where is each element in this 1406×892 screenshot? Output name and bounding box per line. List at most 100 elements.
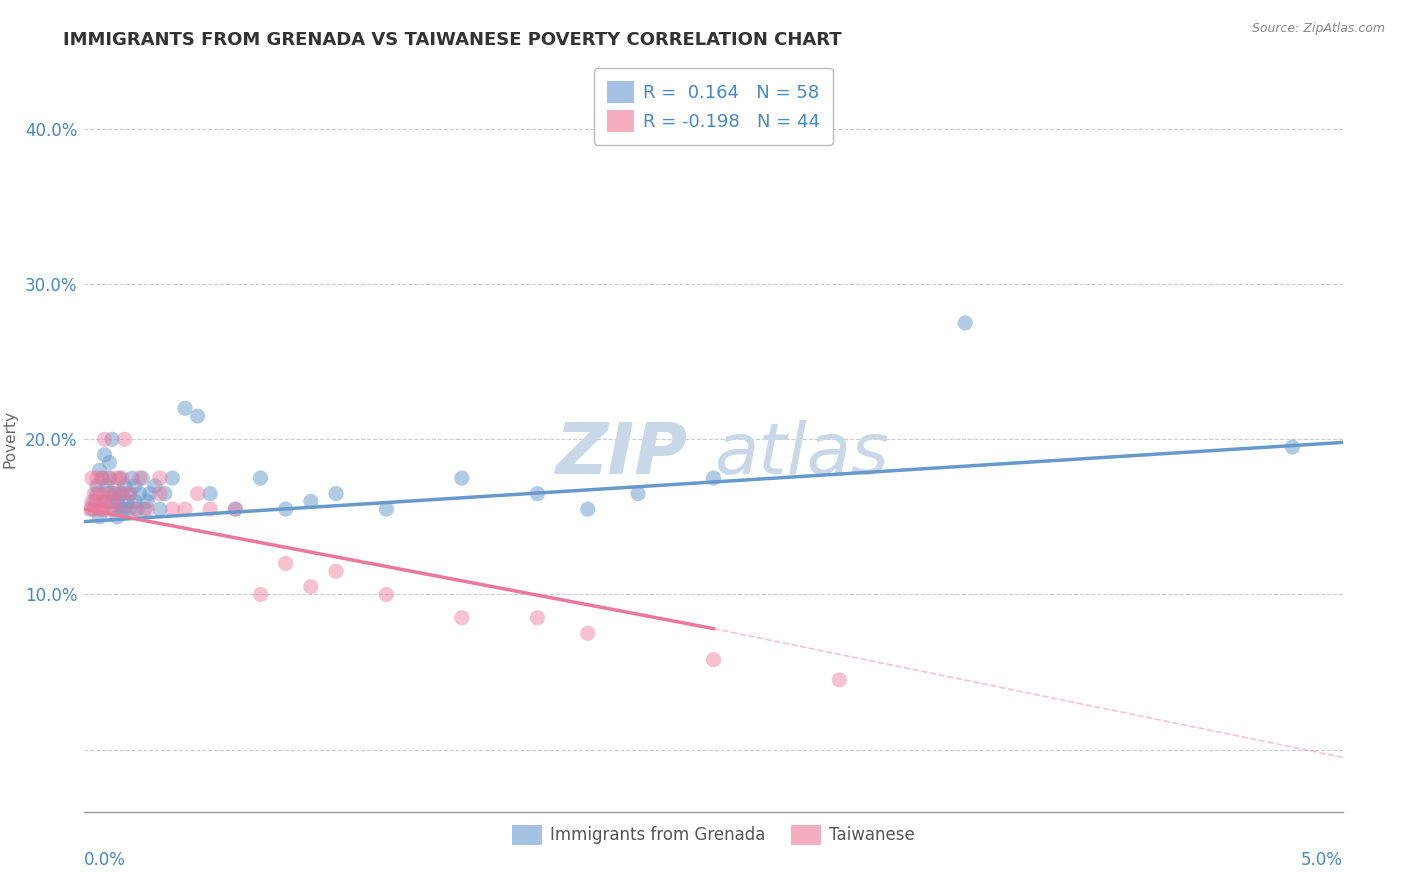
Point [325, 564, 347, 578]
Point [111, 486, 134, 500]
Text: 5.0%: 5.0% [1301, 850, 1343, 869]
Point [108, 471, 131, 485]
Point [249, 471, 271, 485]
Point [105, 509, 128, 524]
Point [131, 471, 153, 485]
Point [134, 502, 156, 516]
Point [83, 486, 105, 500]
Point [118, 502, 141, 516]
Point [1281, 440, 1303, 454]
Point [115, 494, 138, 508]
Point [96, 486, 118, 500]
Point [114, 479, 136, 493]
Point [274, 557, 297, 571]
Point [86, 494, 108, 508]
Point [86, 486, 108, 500]
Point [105, 494, 128, 508]
Point [89, 486, 111, 500]
Point [79, 502, 101, 516]
Point [89, 463, 111, 477]
Point [174, 502, 197, 516]
Point [627, 486, 650, 500]
Point [118, 486, 141, 500]
Point [105, 471, 128, 485]
Point [98, 456, 121, 470]
Point [451, 471, 474, 485]
Point [80, 494, 103, 508]
Point [187, 486, 209, 500]
Point [249, 587, 271, 601]
Point [828, 673, 851, 687]
Point [149, 486, 172, 500]
Point [111, 471, 134, 485]
Point [114, 433, 136, 447]
Text: IMMIGRANTS FROM GRENADA VS TAIWANESE POVERTY CORRELATION CHART: IMMIGRANTS FROM GRENADA VS TAIWANESE POV… [63, 31, 842, 49]
Point [127, 502, 149, 516]
Point [955, 316, 977, 330]
Point [91, 471, 114, 485]
Point [136, 494, 159, 508]
Point [93, 502, 115, 516]
Point [274, 502, 297, 516]
Point [96, 479, 118, 493]
Point [101, 494, 124, 508]
Point [162, 471, 184, 485]
Point [86, 471, 108, 485]
Point [149, 502, 172, 516]
Point [80, 471, 103, 485]
Point [375, 587, 398, 601]
Point [200, 486, 222, 500]
Point [98, 502, 121, 516]
Point [703, 653, 725, 667]
Text: Source: ZipAtlas.com: Source: ZipAtlas.com [1251, 22, 1385, 36]
Text: ZIP: ZIP [557, 420, 689, 489]
Point [128, 471, 150, 485]
Point [149, 471, 172, 485]
Point [139, 486, 162, 500]
Point [103, 502, 125, 516]
Point [91, 494, 114, 508]
Point [111, 502, 134, 516]
Point [187, 409, 209, 423]
Point [98, 486, 121, 500]
Point [80, 502, 103, 516]
Point [136, 502, 159, 516]
Point [101, 494, 124, 508]
Point [118, 486, 141, 500]
Point [375, 502, 398, 516]
Point [526, 486, 548, 500]
Text: 0.0%: 0.0% [84, 850, 127, 869]
Point [83, 494, 105, 508]
Point [93, 494, 115, 508]
Point [162, 502, 184, 516]
Point [89, 509, 111, 524]
Point [93, 448, 115, 462]
Point [91, 502, 114, 516]
Point [703, 471, 725, 485]
Point [451, 611, 474, 625]
Point [121, 471, 143, 485]
Point [103, 486, 125, 500]
Point [576, 502, 599, 516]
Point [299, 580, 322, 594]
Point [153, 486, 176, 500]
Point [91, 471, 114, 485]
Point [526, 611, 548, 625]
Point [174, 401, 197, 416]
Point [124, 494, 146, 508]
Point [98, 471, 121, 485]
Point [103, 486, 125, 500]
Point [111, 486, 134, 500]
Point [93, 433, 115, 447]
Point [124, 502, 146, 516]
Point [83, 502, 105, 516]
Point [143, 479, 166, 493]
Point [98, 471, 121, 485]
Point [299, 494, 322, 508]
Point [89, 502, 111, 516]
Point [224, 502, 246, 516]
Legend: Immigrants from Grenada, Taiwanese: Immigrants from Grenada, Taiwanese [506, 818, 921, 852]
Point [325, 486, 347, 500]
Point [200, 502, 222, 516]
Point [124, 479, 146, 493]
